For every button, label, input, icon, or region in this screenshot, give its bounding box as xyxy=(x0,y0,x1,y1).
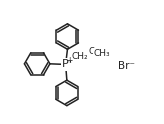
Text: CH₂: CH₂ xyxy=(71,52,88,61)
Text: O: O xyxy=(88,47,95,56)
Text: Br⁻: Br⁻ xyxy=(118,61,135,71)
Text: P: P xyxy=(62,59,69,69)
Text: CH₃: CH₃ xyxy=(94,49,110,58)
Text: +: + xyxy=(66,56,73,65)
